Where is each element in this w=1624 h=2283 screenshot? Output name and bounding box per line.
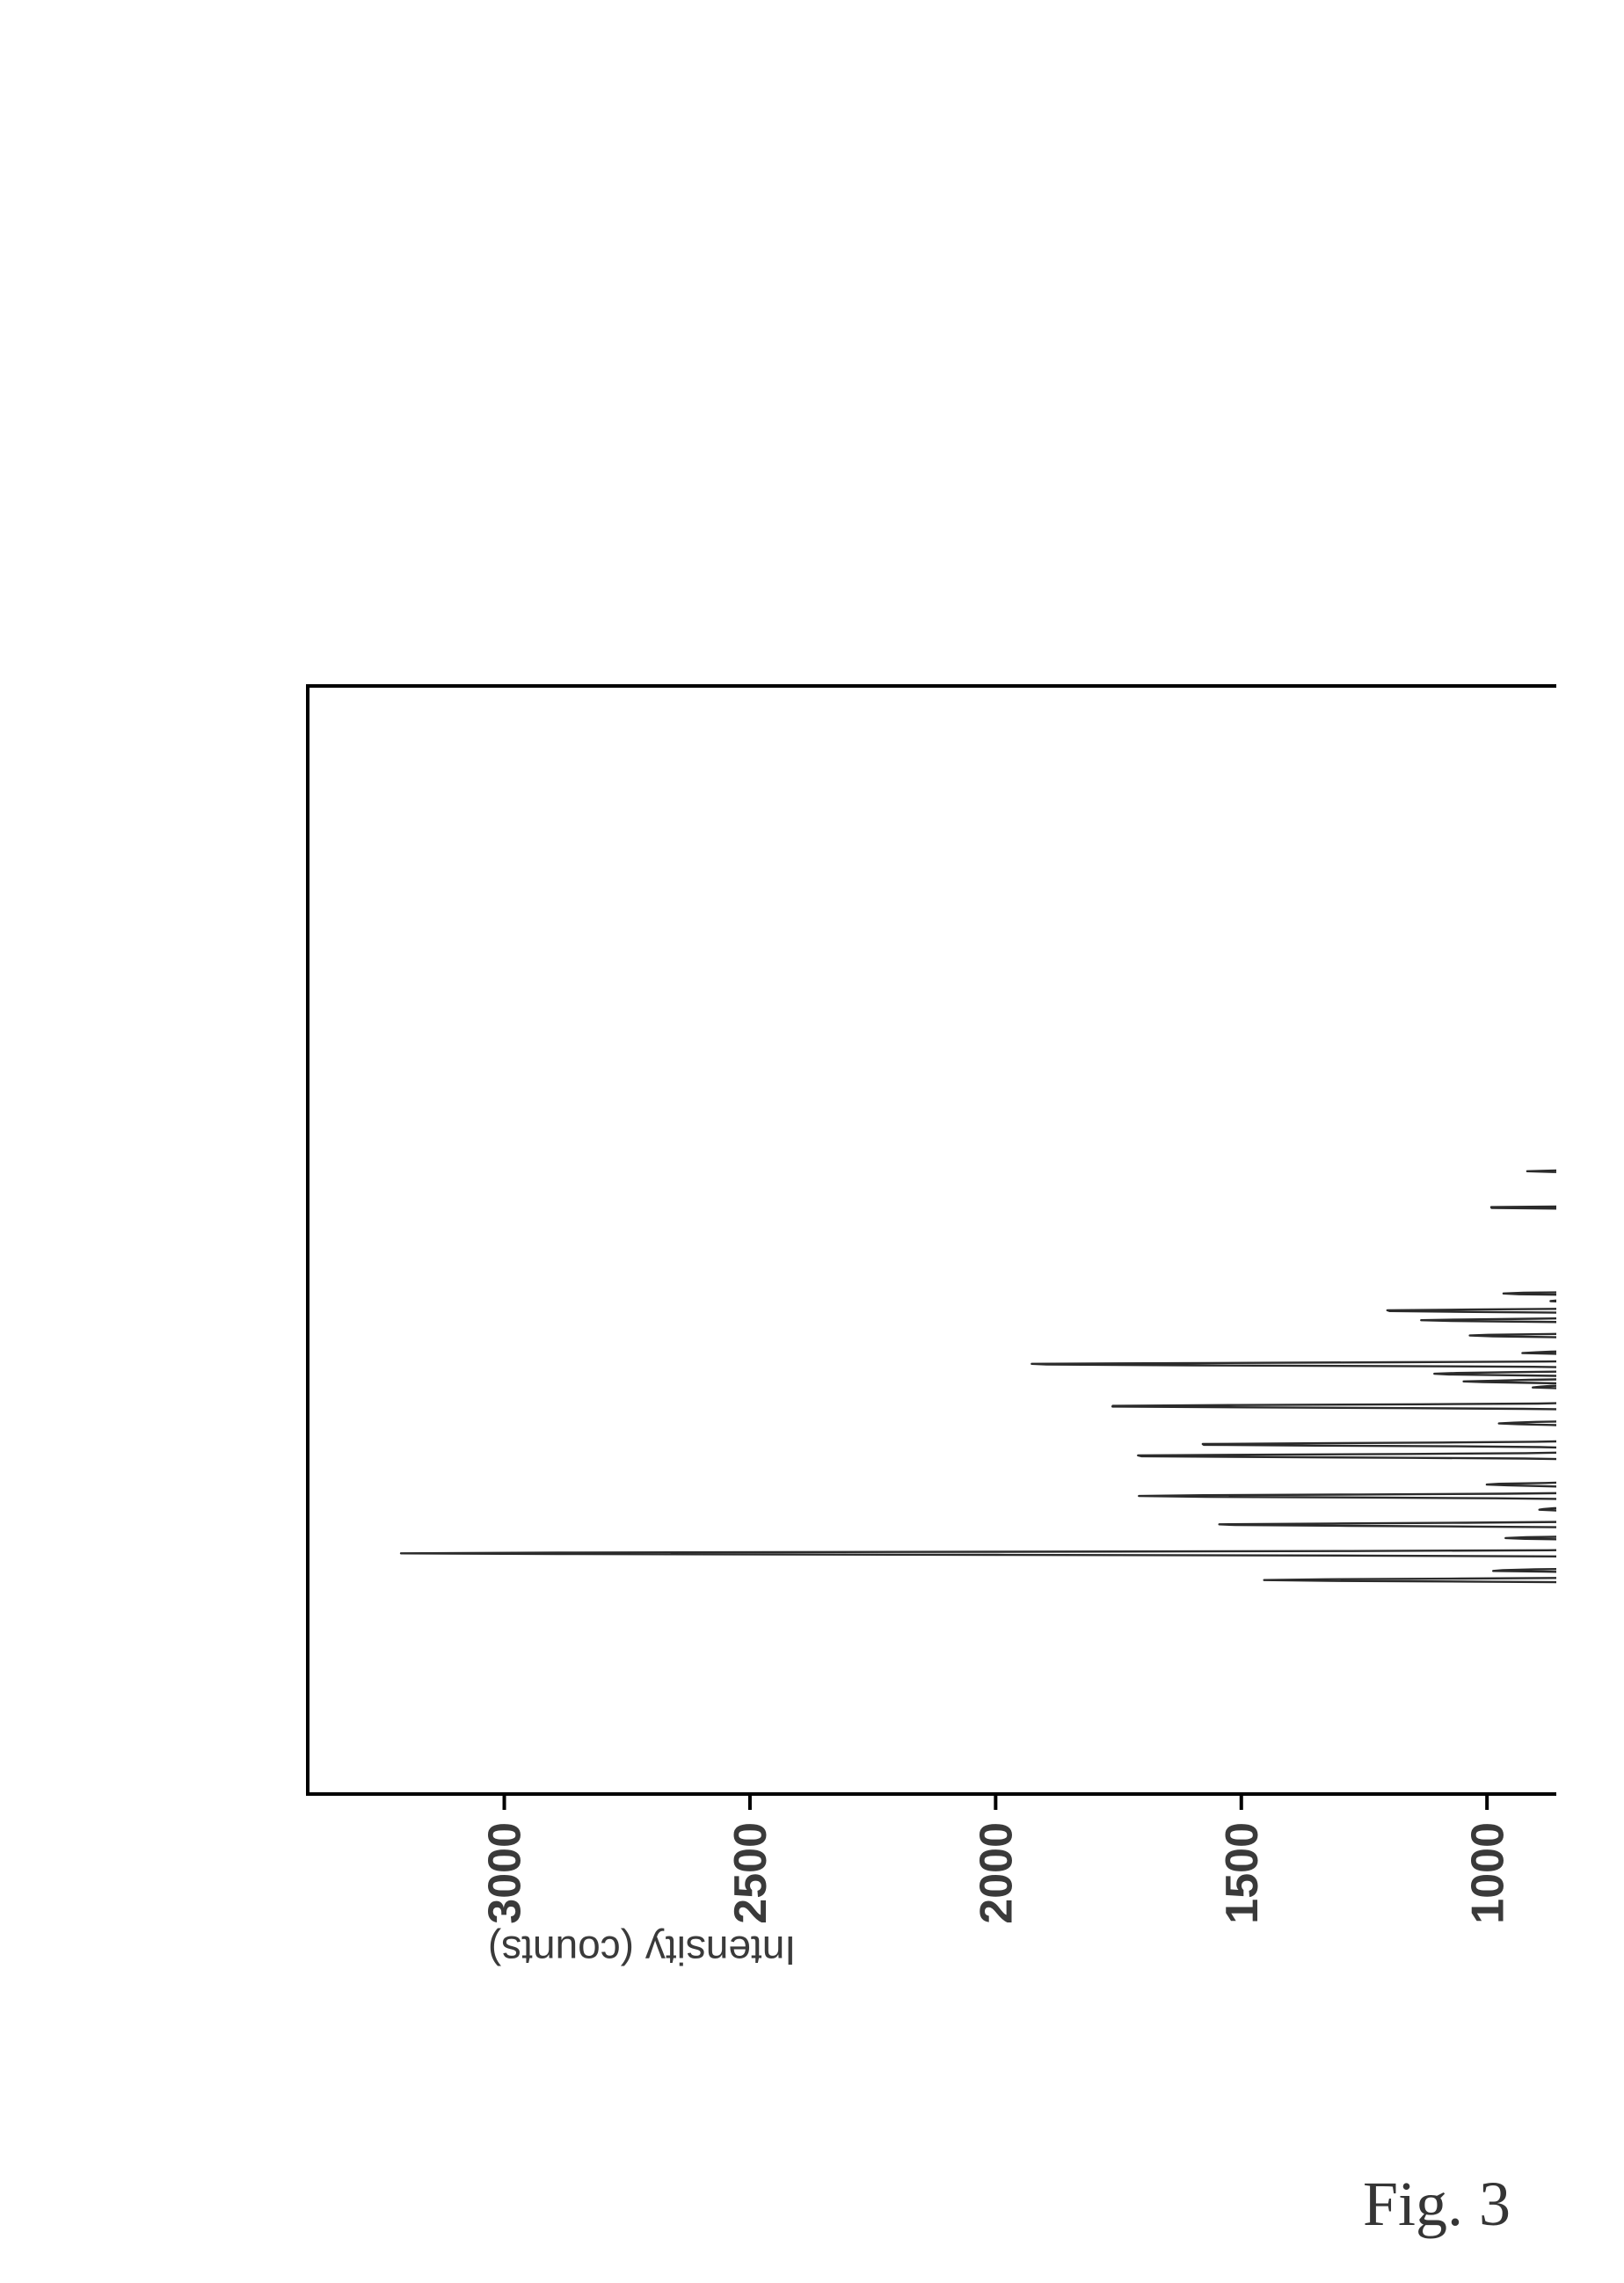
figure-caption: Fig. 3 xyxy=(1363,2168,1511,2241)
svg-text:1500: 1500 xyxy=(1217,1822,1268,1924)
plot-background xyxy=(308,686,1556,1794)
y-axis-label: Intensity (counts) xyxy=(488,1928,796,1973)
xrd-chart: 510152025303540455055 2Theta (°) 0500100… xyxy=(132,114,1556,2084)
svg-text:1000: 1000 xyxy=(1462,1822,1513,1924)
y-axis-ticks xyxy=(505,1794,1556,1810)
svg-text:2500: 2500 xyxy=(725,1822,776,1924)
svg-text:2000: 2000 xyxy=(972,1822,1023,1924)
svg-text:3000: 3000 xyxy=(480,1822,531,1924)
y-axis-tick-labels: 050010001500200025003000 xyxy=(480,1822,1556,1924)
page-root: 510152025303540455055 2Theta (°) 0500100… xyxy=(0,0,1624,2283)
